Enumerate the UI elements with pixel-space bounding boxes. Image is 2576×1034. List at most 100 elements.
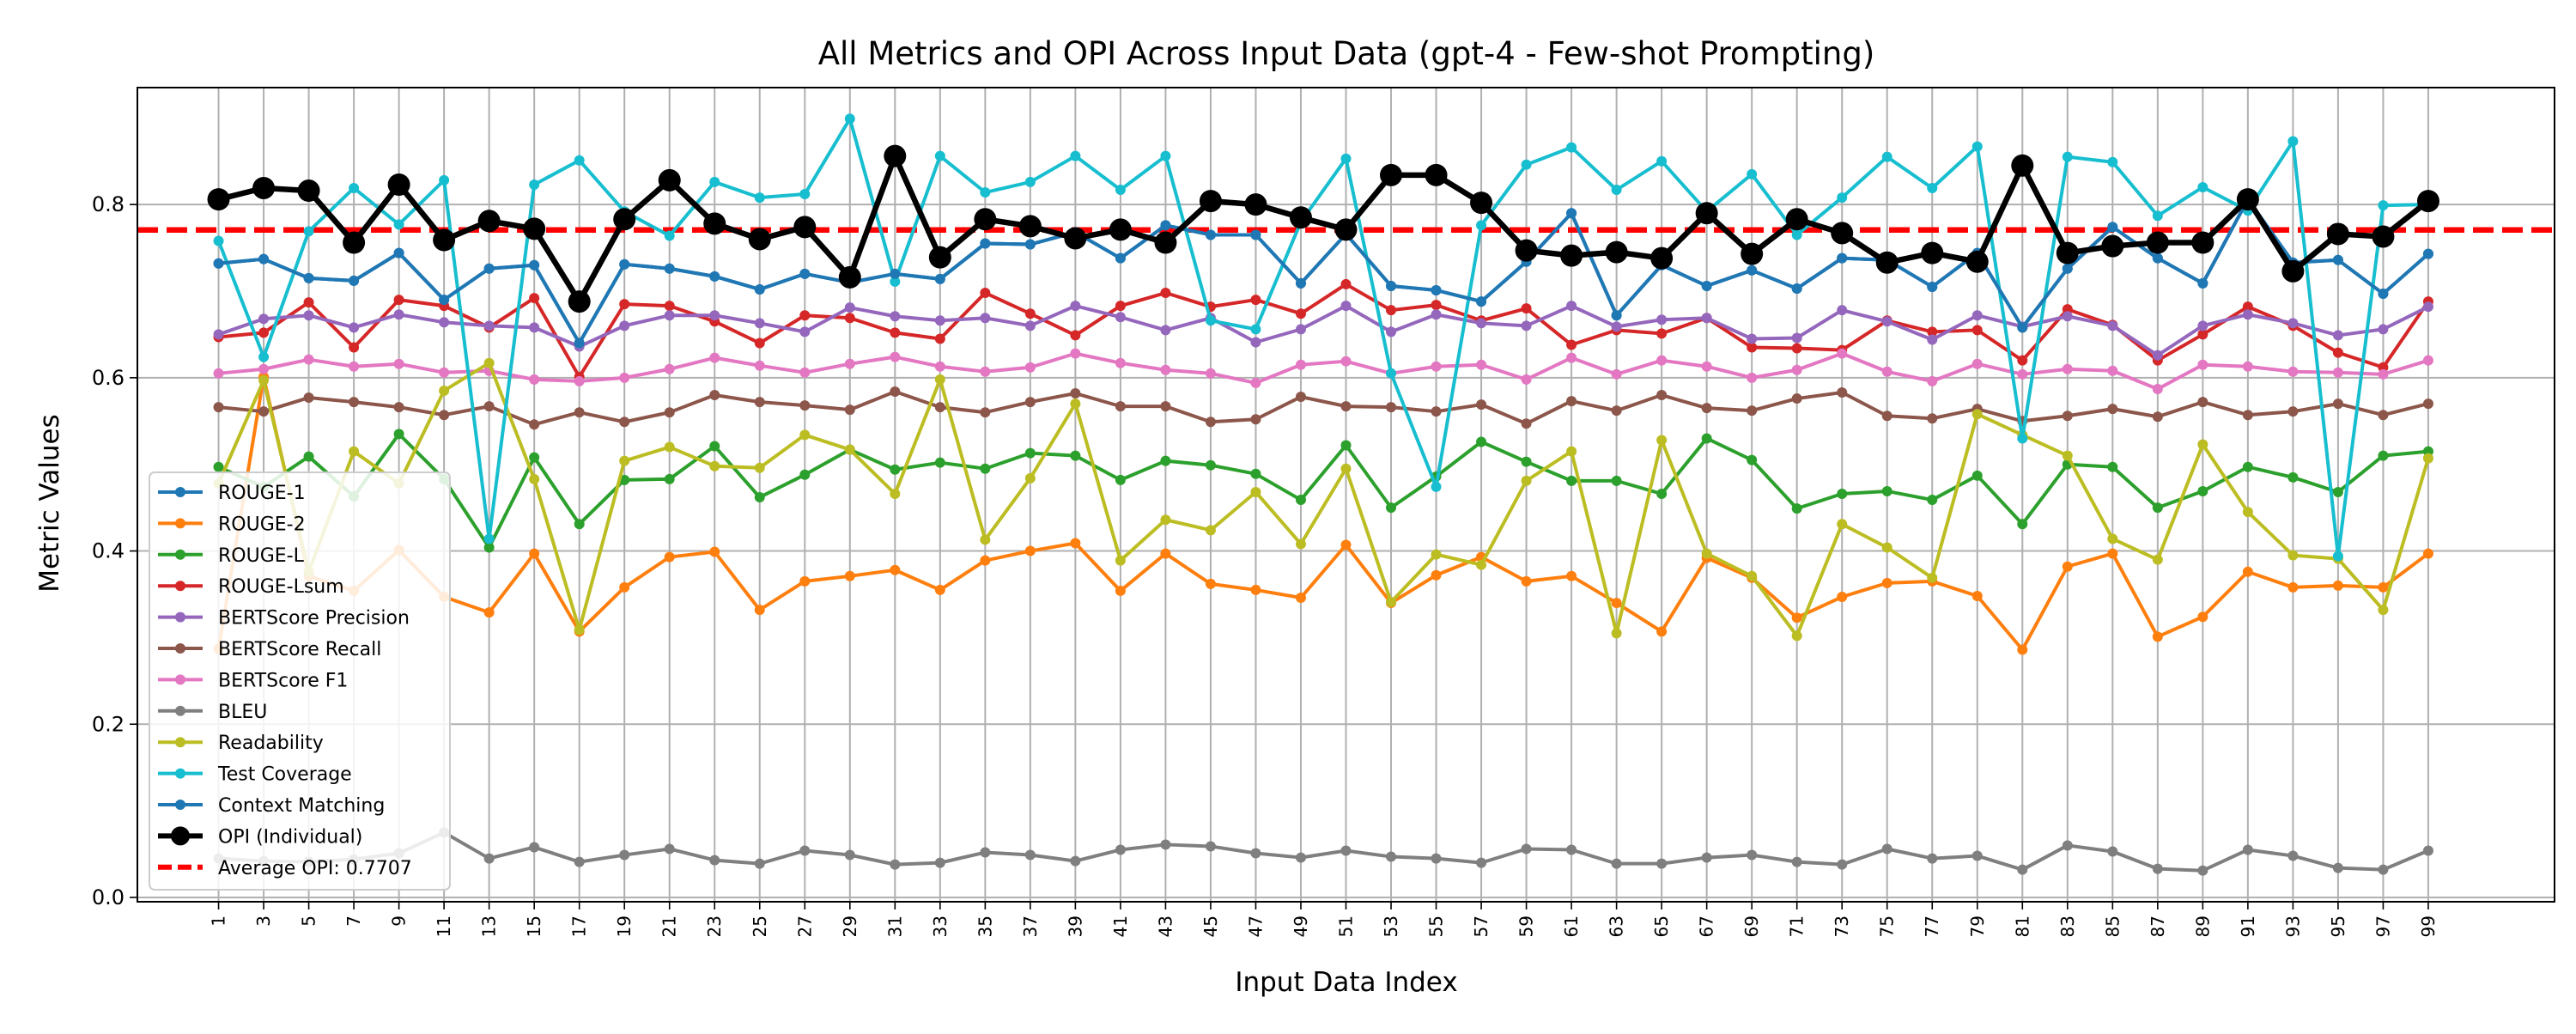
series-line <box>218 389 2429 427</box>
data-point <box>393 402 404 413</box>
data-point <box>890 859 901 870</box>
data-point <box>1070 301 1081 312</box>
data-point <box>1927 853 1938 864</box>
data-point <box>393 295 404 306</box>
data-point <box>2378 324 2389 335</box>
data-point <box>349 322 360 333</box>
data-point <box>934 584 945 595</box>
data-point <box>2107 533 2118 544</box>
data-point <box>1295 359 1306 370</box>
data-point <box>890 327 901 338</box>
data-point <box>2152 863 2163 874</box>
data-point <box>1927 413 1938 424</box>
data-point <box>1701 361 1712 372</box>
data-point <box>619 299 630 310</box>
data-point <box>1881 366 1893 377</box>
data-point <box>1024 545 1036 557</box>
data-point <box>2332 330 2343 341</box>
data-point <box>1250 468 1261 479</box>
data-point <box>703 212 726 235</box>
data-point <box>980 407 991 418</box>
data-point <box>1611 858 1622 869</box>
data-point <box>529 473 540 484</box>
data-point <box>1431 309 1442 320</box>
data-point <box>1566 570 1577 581</box>
data-point <box>1070 150 1081 161</box>
data-point <box>619 849 630 861</box>
data-point <box>574 338 585 349</box>
data-point <box>303 297 314 308</box>
x-tick-label: 83 <box>2057 915 2078 937</box>
legend-item: BERTScore F1 <box>158 670 348 691</box>
data-point <box>884 144 907 167</box>
data-point <box>1250 486 1261 497</box>
data-point <box>1295 392 1306 403</box>
data-point <box>1881 577 1893 588</box>
x-tick-label: 3 <box>253 915 274 927</box>
x-tick-label: 41 <box>1110 915 1131 937</box>
data-point <box>2107 461 2118 472</box>
data-point <box>2062 840 2073 851</box>
data-point <box>1791 364 1802 375</box>
data-point <box>574 624 585 636</box>
data-point <box>934 857 945 868</box>
data-point <box>1611 628 1622 639</box>
x-tick-label: 27 <box>794 915 815 937</box>
data-point <box>258 406 270 417</box>
data-point <box>2378 581 2389 593</box>
data-point <box>1521 418 1532 429</box>
data-point <box>1656 488 1668 499</box>
data-point <box>2152 210 2163 222</box>
data-point <box>1205 525 1216 536</box>
data-point <box>1521 159 1532 170</box>
data-point <box>1837 348 1848 359</box>
data-point <box>754 397 765 408</box>
x-tick-label: 21 <box>659 915 680 937</box>
series-rouge-l <box>213 429 2433 553</box>
data-point <box>934 150 945 161</box>
data-point <box>1115 555 1126 566</box>
data-point <box>523 217 546 240</box>
data-point <box>1250 377 1261 388</box>
data-point <box>980 366 991 377</box>
data-point <box>2146 231 2169 254</box>
data-point <box>2378 864 2389 875</box>
legend-item: BLEU <box>158 702 267 723</box>
data-point <box>387 173 410 196</box>
data-point <box>1295 852 1306 863</box>
data-point <box>1431 361 1442 372</box>
data-point <box>1431 300 1442 311</box>
data-point <box>793 216 817 239</box>
data-point <box>2152 252 2163 264</box>
data-point <box>1024 849 1036 861</box>
data-point <box>2242 566 2253 577</box>
data-point <box>2107 365 2118 376</box>
data-point <box>1024 447 1036 459</box>
data-point <box>2422 845 2433 856</box>
x-tick-label: 77 <box>1922 915 1942 937</box>
data-point <box>2152 502 2163 514</box>
data-point <box>1837 859 1848 870</box>
data-point <box>303 354 314 365</box>
data-point <box>2191 231 2215 254</box>
data-point <box>483 607 495 618</box>
data-point <box>1521 475 1532 486</box>
data-point <box>1747 372 1758 383</box>
series-line <box>216 117 2428 558</box>
data-point <box>439 317 450 328</box>
data-point <box>1431 569 1442 581</box>
data-point <box>709 310 720 321</box>
data-point <box>1154 231 1177 254</box>
x-tick-label: 89 <box>2192 915 2213 937</box>
data-point <box>393 309 404 320</box>
data-point <box>890 311 901 322</box>
data-point <box>2372 225 2395 248</box>
data-point <box>2062 263 2073 274</box>
data-point <box>1070 450 1081 461</box>
data-point <box>2332 347 2343 358</box>
legend-marker <box>175 611 185 623</box>
legend-marker <box>175 643 185 654</box>
data-point <box>574 375 585 386</box>
data-point <box>844 313 855 324</box>
